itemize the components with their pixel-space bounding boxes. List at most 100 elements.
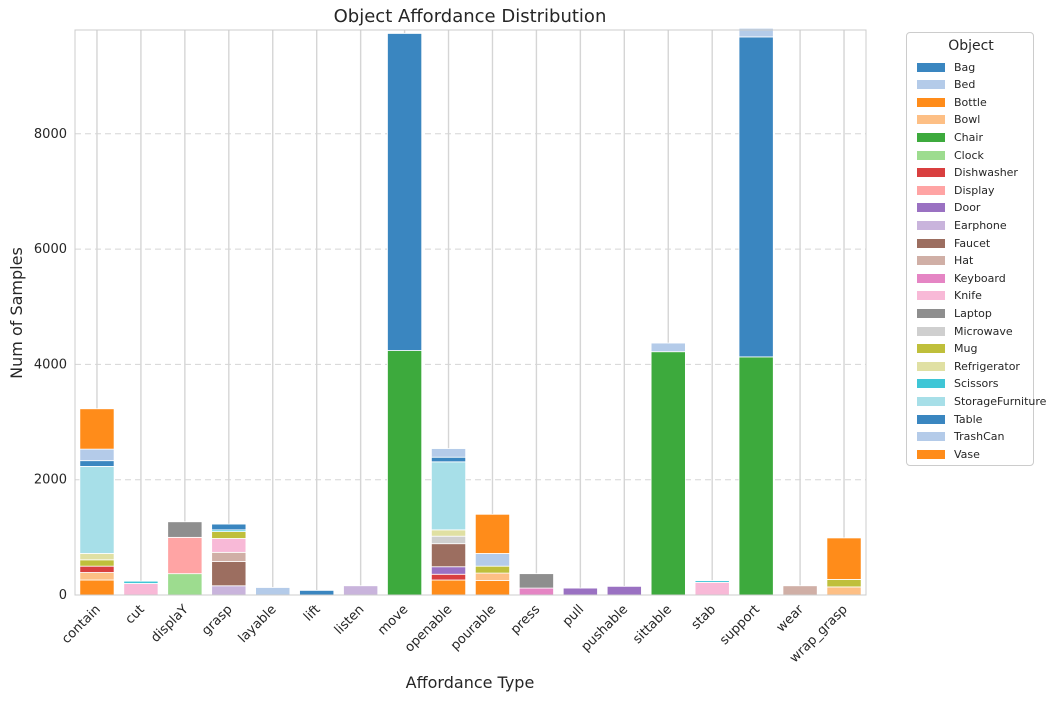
plot-frame bbox=[74, 29, 867, 596]
bar-grasp-table bbox=[211, 523, 247, 531]
legend-swatch bbox=[917, 185, 945, 195]
legend-item: Faucet bbox=[917, 236, 990, 250]
legend-item: Bed bbox=[917, 78, 975, 92]
chart-title: Object Affordance Distribution bbox=[334, 6, 607, 27]
bar-stab-knife bbox=[694, 581, 730, 596]
legend-swatch bbox=[917, 115, 945, 125]
bar-openable-table bbox=[430, 456, 467, 463]
bar-pourable-vase bbox=[474, 513, 511, 554]
legend-label: Door bbox=[954, 201, 981, 215]
legend-label: TrashCan bbox=[954, 430, 1005, 444]
legend-item: Bottle bbox=[917, 95, 987, 109]
bar-openable-dishwasher bbox=[430, 573, 467, 581]
bar-openable-microwave bbox=[430, 535, 467, 545]
legend-swatch bbox=[917, 344, 945, 354]
legend-item: Earphone bbox=[917, 218, 1007, 232]
legend-swatch bbox=[917, 168, 945, 178]
legend-swatch bbox=[917, 414, 945, 424]
legend-swatch bbox=[917, 432, 945, 442]
legend-swatch bbox=[917, 308, 945, 318]
bars-layer bbox=[79, 27, 862, 596]
bar-grasp-knife bbox=[211, 538, 247, 553]
bar-contain-bowl bbox=[79, 572, 115, 581]
legend-label: Keyboard bbox=[954, 271, 1006, 285]
bar-stab-scissors bbox=[694, 580, 730, 583]
bar-openable-storagefurniture bbox=[430, 461, 467, 531]
bar-pourable-trashcan bbox=[474, 553, 511, 567]
legend-swatch bbox=[917, 291, 945, 301]
bar-openable-bottle bbox=[430, 579, 467, 596]
bar-openable-door bbox=[430, 566, 467, 575]
legend-label: Bag bbox=[954, 60, 976, 74]
legend-swatch bbox=[917, 97, 945, 107]
bar-displaY-laptop bbox=[167, 521, 203, 538]
bar-contain-mug bbox=[79, 559, 115, 567]
legend-swatch bbox=[917, 396, 945, 406]
legend-swatch bbox=[917, 238, 945, 248]
legend-item: Display bbox=[917, 183, 995, 197]
legend-swatch bbox=[917, 203, 945, 213]
legend-label: Laptop bbox=[954, 306, 992, 320]
legend-label: Dishwasher bbox=[954, 166, 1018, 180]
bar-support-trashcan bbox=[738, 27, 774, 38]
x-tick-label: sittable bbox=[630, 602, 675, 647]
legend-label: Earphone bbox=[954, 218, 1007, 232]
x-tick-label: pull bbox=[560, 602, 587, 629]
x-tick-label: stab bbox=[689, 602, 719, 632]
bar-contain-dishwasher bbox=[79, 565, 115, 573]
bar-grasp-earphone bbox=[211, 585, 247, 596]
x-tick-label: lift bbox=[301, 602, 323, 624]
legend-label: Bottle bbox=[954, 95, 987, 109]
legend-label: Microwave bbox=[954, 324, 1013, 338]
legend-label: Mug bbox=[954, 342, 978, 356]
bar-openable-trashcan bbox=[430, 448, 467, 458]
legend-label: Vase bbox=[954, 447, 980, 461]
y-tick-label: 6000 bbox=[34, 242, 67, 257]
x-tick-label: cut bbox=[123, 602, 148, 627]
bar-pushable-door bbox=[606, 585, 642, 596]
legend-item: Microwave bbox=[917, 324, 1013, 338]
bar-cut-knife bbox=[123, 583, 159, 596]
legend-label: Bed bbox=[954, 78, 976, 92]
bar-support-table bbox=[738, 36, 774, 358]
y-tick-label: 0 bbox=[59, 588, 67, 603]
legend-swatch bbox=[917, 256, 945, 266]
legend: Object Bag Bed Bottle Bowl Chair Clock Dishwas… bbox=[906, 32, 1046, 466]
bar-contain-storagefurniture bbox=[79, 466, 115, 554]
legend-label: Clock bbox=[954, 148, 984, 162]
legend-title: Object bbox=[948, 38, 994, 54]
legend-item: Vase bbox=[917, 447, 980, 461]
bar-sittable-trashcan bbox=[650, 342, 686, 353]
legend-label: Hat bbox=[954, 254, 974, 268]
legend-swatch bbox=[917, 80, 945, 90]
y-tick-label: 2000 bbox=[34, 473, 67, 488]
y-axis-label: Num of Samples bbox=[7, 247, 26, 379]
x-axis-label: Affordance Type bbox=[406, 673, 535, 692]
legend-label: Refrigerator bbox=[954, 359, 1020, 373]
legend-item: Clock bbox=[917, 148, 984, 162]
legend-item: Bag bbox=[917, 60, 975, 74]
bar-pourable-mug bbox=[474, 565, 511, 574]
legend-item: Hat bbox=[917, 254, 973, 268]
legend-label: Faucet bbox=[954, 236, 991, 250]
bar-displaY-clock bbox=[167, 573, 203, 596]
x-tick-label: move bbox=[375, 602, 411, 638]
legend-label: Display bbox=[954, 183, 995, 197]
bar-cut-scissors bbox=[123, 580, 159, 584]
bar-wrap_grasp-bowl bbox=[826, 586, 862, 596]
legend-swatch bbox=[917, 361, 945, 371]
y-tick-label: 4000 bbox=[34, 357, 67, 372]
x-tick-label: support bbox=[717, 602, 763, 648]
bar-grasp-mug bbox=[211, 531, 247, 539]
bar-wrap_grasp-vase bbox=[826, 537, 862, 580]
x-tick-label: grasp bbox=[199, 602, 235, 638]
x-tick-label: openable bbox=[402, 602, 455, 655]
bar-contain-table bbox=[79, 460, 115, 467]
legend-swatch bbox=[917, 132, 945, 142]
bar-sittable-chair bbox=[650, 351, 686, 596]
bar-grasp-hat bbox=[211, 551, 247, 562]
legend-swatch bbox=[917, 150, 945, 160]
legend-item: Scissors bbox=[917, 377, 999, 391]
